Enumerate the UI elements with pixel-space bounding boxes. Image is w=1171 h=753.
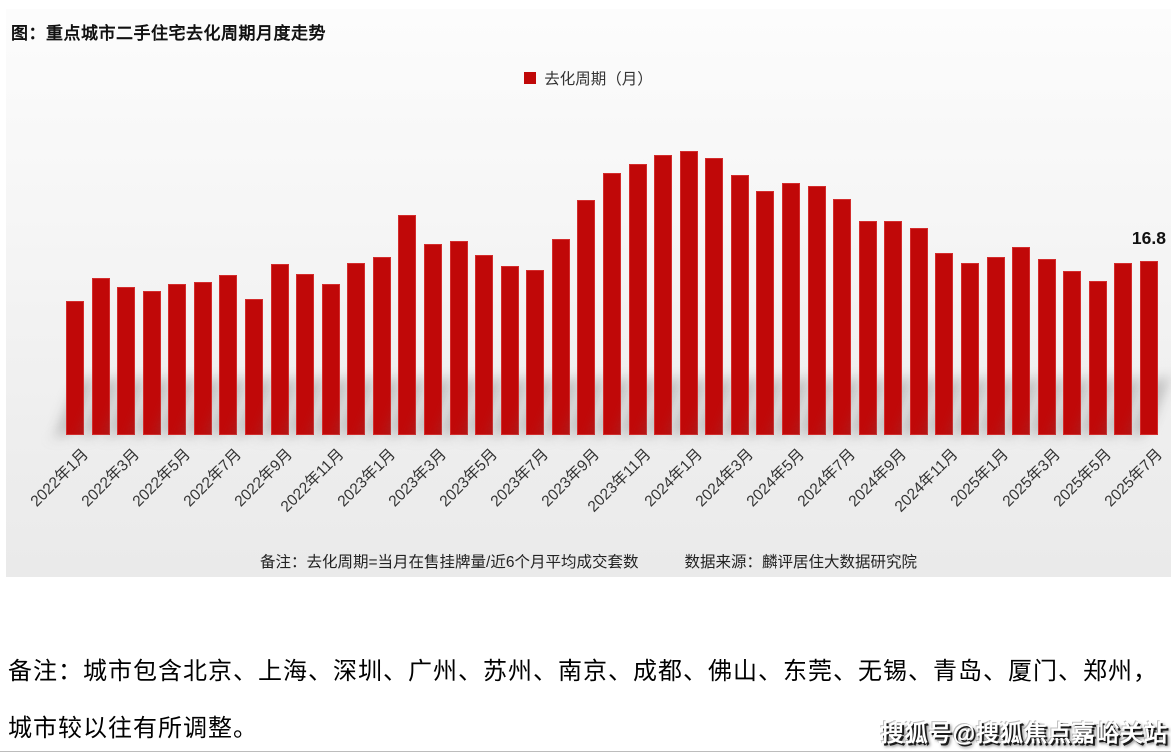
bar [833, 198, 852, 435]
bar [884, 221, 903, 435]
bar [960, 262, 979, 435]
bar [321, 283, 340, 435]
bar [347, 262, 366, 435]
bar [423, 244, 442, 435]
note-source: 数据来源：麟评居住大数据研究院 [684, 554, 917, 571]
bar [398, 215, 417, 435]
bar [117, 286, 136, 435]
bar [1063, 271, 1082, 435]
legend-label: 去化周期（月） [544, 71, 653, 88]
legend: 去化周期（月） [6, 67, 1171, 89]
chart-title: 图：重点城市二手住宅去化周期月度走势 [11, 24, 326, 43]
bar [66, 301, 84, 435]
bar [1114, 262, 1133, 435]
bar-chart-plot-area: 16.8 [6, 9, 1171, 435]
bar [909, 227, 928, 435]
bar [781, 183, 800, 435]
bar [500, 266, 519, 435]
bar [168, 283, 187, 435]
bar [193, 281, 212, 435]
bar [654, 155, 673, 435]
bar [219, 275, 238, 435]
bar [1012, 247, 1031, 435]
footer-note-line1: 备注：城市包含北京、上海、深圳、广州、苏州、南京、成都、佛山、东莞、无锡、青岛、… [8, 659, 1158, 685]
bar [551, 239, 570, 435]
legend-swatch-icon [524, 72, 537, 84]
bar [91, 278, 110, 435]
bar [1037, 258, 1056, 435]
bar [296, 274, 315, 435]
chart-panel: 图：重点城市二手住宅去化周期月度走势 去化周期（月） 16.8 2022年1月 2… [6, 9, 1171, 577]
bar [1088, 280, 1107, 435]
bar [807, 186, 826, 435]
bar [449, 241, 468, 435]
bar [679, 150, 698, 435]
bar [628, 164, 647, 435]
bar [602, 172, 621, 435]
bar-value-label: 16.8 [1131, 227, 1166, 248]
bar [270, 263, 289, 435]
bar [756, 191, 775, 435]
bar [858, 221, 877, 435]
footer-note-line2: 城市较以往有所调整。 [8, 716, 258, 742]
watermark: 搜狐号@搜狐焦点嘉峪关站 [880, 720, 1168, 746]
bar [372, 256, 391, 435]
bar [142, 290, 161, 435]
x-axis: 2022年1月 2022年3月 2022年5月 2022年7月 2022年9月 2022年… [6, 435, 1171, 545]
bar [1139, 260, 1158, 435]
bar [986, 256, 1005, 435]
note-formula: 备注：去化周期=当月在售挂牌量/近6个月平均成交套数 [260, 554, 639, 571]
bar [475, 254, 494, 435]
bar [526, 270, 545, 435]
chart-notes-row: 备注：去化周期=当月在售挂牌量/近6个月平均成交套数 数据来源：麟评居住大数据研… [6, 550, 1171, 572]
bar [705, 158, 724, 435]
bar [577, 199, 596, 435]
bar [935, 252, 954, 435]
bar [244, 299, 263, 435]
bottom-divider [0, 751, 1171, 752]
bar [730, 174, 749, 435]
